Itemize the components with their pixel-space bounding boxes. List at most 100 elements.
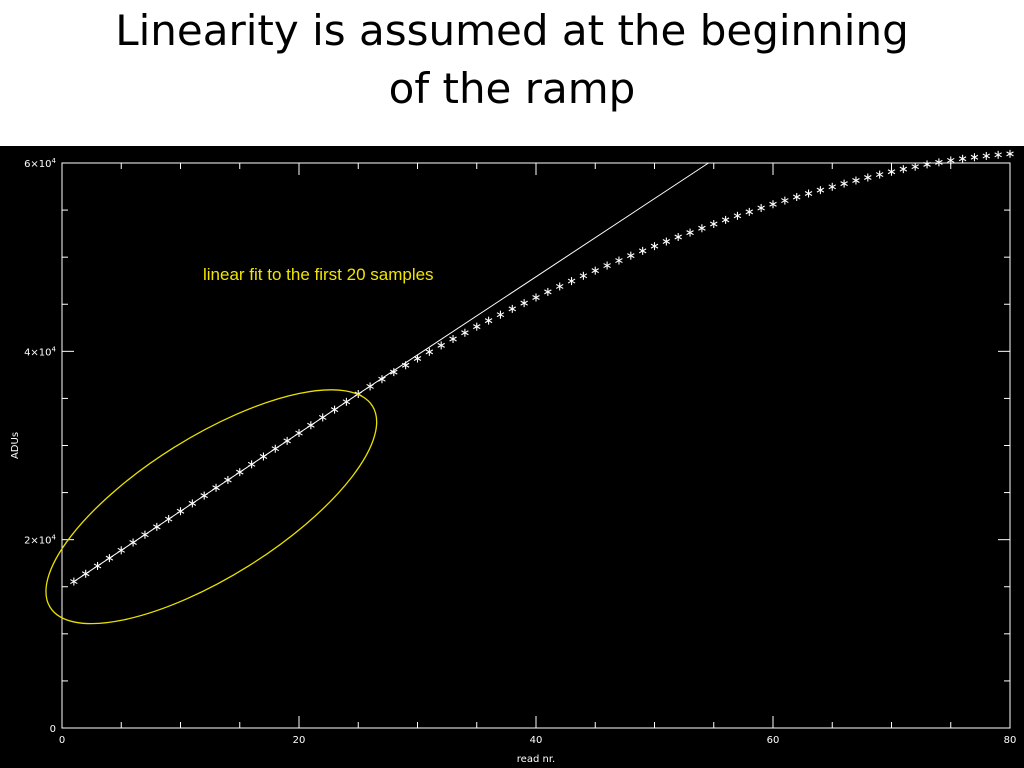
data-point [1006, 149, 1014, 158]
data-point [188, 499, 197, 508]
data-point [437, 341, 445, 350]
y-tick-label: 4×104 [24, 345, 56, 358]
data-point [982, 151, 991, 160]
data-point [461, 328, 469, 337]
data-point [828, 182, 837, 191]
data-point [579, 271, 588, 280]
data-point [176, 507, 185, 516]
data-point [781, 196, 789, 205]
data-point [935, 158, 943, 167]
data-point [129, 538, 137, 547]
data-point [686, 228, 694, 237]
data-point [342, 397, 351, 406]
tick-labels: 0 20 40 60 80 0 2×104 4×104 6×104 read nr. ADUs [10, 157, 1016, 765]
y-tick-label: 6×104 [24, 157, 56, 170]
x-tick-label: 0 [59, 735, 65, 746]
data-point [721, 215, 730, 224]
data-point [484, 316, 493, 325]
data-point [413, 354, 422, 363]
data-point [627, 251, 635, 260]
data-point [804, 189, 813, 198]
data-point [307, 421, 315, 430]
data-point [520, 299, 528, 308]
data-point [271, 444, 280, 453]
data-point [555, 282, 564, 291]
data-point [864, 173, 872, 182]
plot-border [61, 162, 1011, 729]
data-point [544, 287, 552, 296]
data-point [401, 361, 410, 370]
data-point [852, 176, 860, 185]
data-point [638, 246, 647, 255]
data-point [212, 483, 220, 492]
fit-annotation-label: linear fit to the first 20 samples [203, 265, 434, 284]
data-point [757, 204, 765, 213]
data-point [81, 569, 90, 578]
data-point [295, 429, 303, 438]
x-axis-title: read nr. [517, 754, 555, 765]
x-tick-label: 40 [530, 735, 543, 746]
x-tick-label: 20 [293, 735, 306, 746]
data-point [816, 186, 825, 195]
data-point [887, 167, 896, 176]
data-point [247, 460, 256, 469]
data-point [259, 452, 268, 461]
ramp-plot: 0 20 40 60 80 0 2×104 4×104 6×104 read nr. ADUs li… [10, 149, 1016, 765]
data-point [970, 153, 979, 162]
data-point [698, 224, 706, 233]
x-tick-label: 80 [1004, 735, 1017, 746]
data-point [496, 310, 505, 319]
data-point [153, 522, 161, 531]
data-point [378, 375, 386, 384]
data-points [70, 149, 1014, 586]
data-point [532, 293, 540, 302]
data-point [709, 220, 718, 229]
data-point [733, 211, 742, 220]
data-point [674, 233, 682, 242]
data-point [224, 475, 232, 484]
data-point [603, 261, 611, 270]
data-point [105, 554, 114, 563]
data-point [745, 207, 754, 216]
data-point [769, 200, 777, 209]
data-point [449, 334, 457, 343]
x-tick-label: 60 [767, 735, 780, 746]
data-point [283, 436, 291, 445]
data-point [911, 162, 919, 171]
plot-frame [61, 162, 1011, 729]
data-point [235, 468, 244, 477]
data-point [994, 150, 1002, 159]
slide-title-line-2: of the ramp [388, 64, 636, 113]
slide-title-line-1: Linearity is assumed at the beginning [115, 6, 909, 55]
data-point [366, 382, 374, 391]
data-point [200, 491, 208, 500]
data-point [93, 561, 102, 570]
y-tick-label: 0 [50, 724, 56, 735]
data-point [650, 242, 659, 251]
data-point [164, 515, 173, 524]
data-point [615, 256, 623, 265]
data-point [425, 347, 434, 356]
data-point [70, 577, 78, 586]
data-point [923, 160, 931, 169]
y-tick-label: 2×104 [24, 534, 56, 547]
data-point [318, 413, 327, 422]
data-point [958, 154, 967, 163]
data-point [567, 277, 576, 286]
data-point [946, 156, 955, 165]
annotations: linear fit to the first 20 samples [45, 265, 434, 625]
data-point [508, 304, 517, 313]
data-point [141, 530, 149, 539]
data-point [117, 546, 126, 555]
data-point [899, 165, 908, 174]
data-point [591, 266, 600, 275]
data-point [472, 322, 481, 331]
data-point [792, 192, 801, 201]
data-point [875, 170, 884, 179]
data-point [840, 179, 848, 188]
slide-title: Linearity is assumed at the beginning of… [0, 0, 1024, 142]
axis-ticks [61, 162, 1011, 729]
plot-panel: 0 20 40 60 80 0 2×104 4×104 6×104 read nr. ADUs li… [0, 146, 1024, 768]
y-axis-title: ADUs [10, 432, 21, 459]
data-point [330, 405, 339, 414]
